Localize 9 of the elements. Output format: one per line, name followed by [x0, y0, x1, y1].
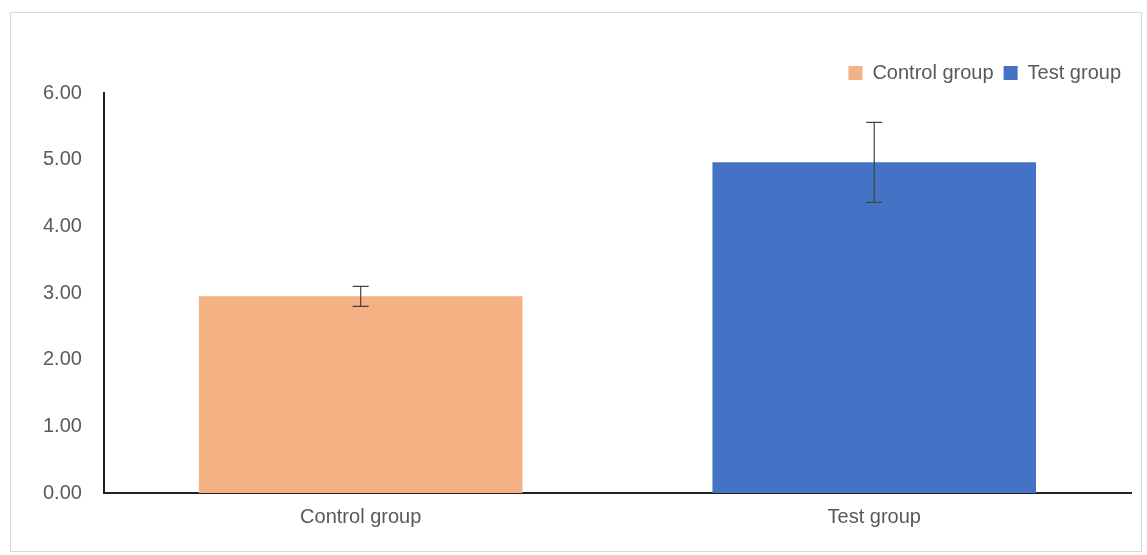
- legend-label: Test group: [1027, 60, 1121, 83]
- y-tick-label: 4.00: [42, 213, 82, 236]
- y-tick-label: 0.00: [42, 480, 82, 503]
- legend-label: Control group: [872, 60, 994, 83]
- y-tick-label: 1.00: [42, 413, 82, 436]
- y-tick-label: 3.00: [42, 280, 82, 303]
- y-tick-label: 6.00: [42, 80, 82, 103]
- y-tick-label: 2.00: [42, 347, 82, 370]
- y-tick-label: 5.00: [42, 147, 82, 170]
